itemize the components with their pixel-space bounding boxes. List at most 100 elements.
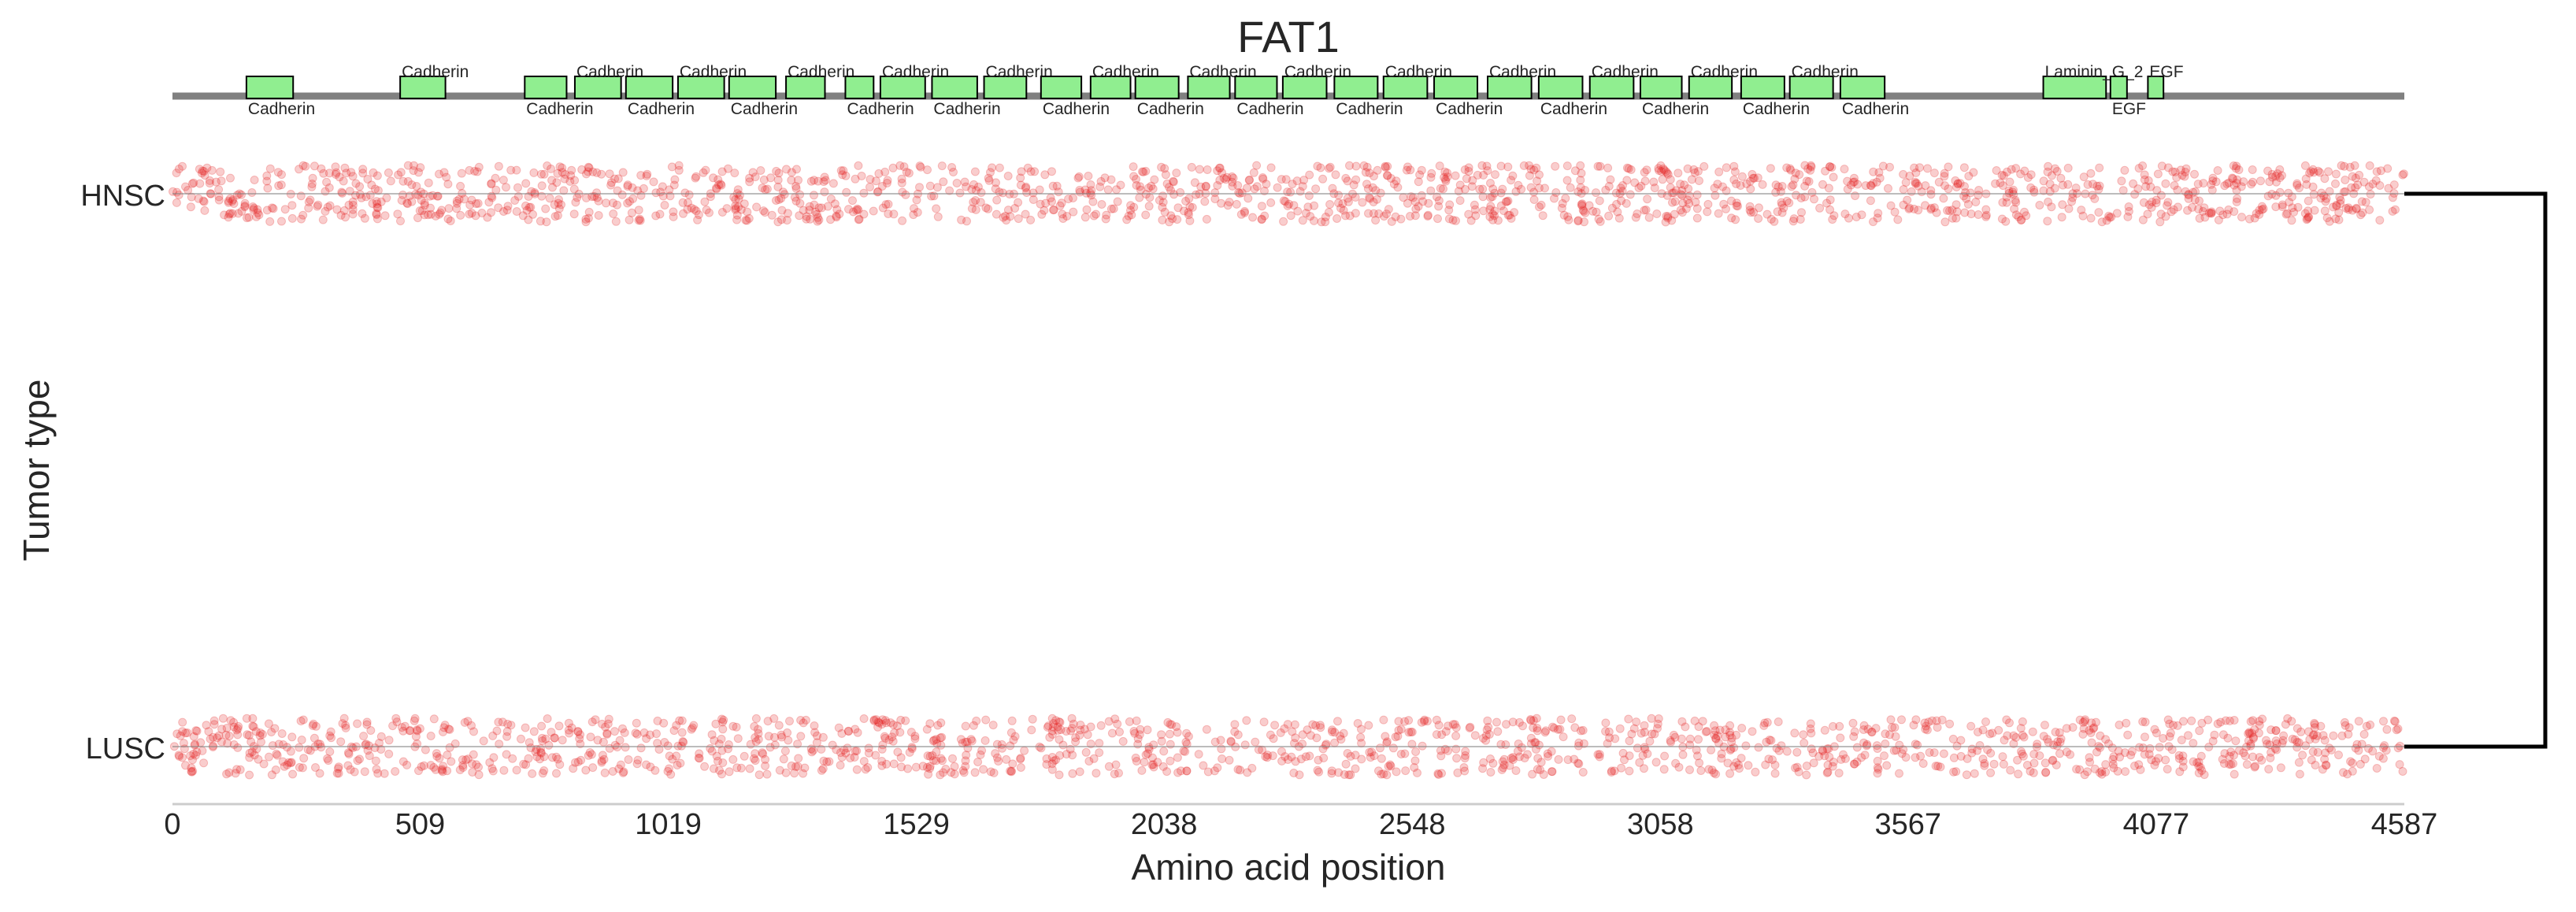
mutation-point xyxy=(2178,171,2187,180)
mutation-point xyxy=(1901,178,1911,187)
mutation-point xyxy=(2026,183,2036,192)
mutation-point xyxy=(458,755,467,765)
mutation-point xyxy=(1607,766,1616,776)
mutation-point xyxy=(672,751,681,761)
domain-label: EGF xyxy=(2149,63,2183,81)
mutation-point xyxy=(854,215,863,224)
mutation-point xyxy=(456,181,465,191)
mutation-point xyxy=(547,753,557,762)
mutation-point xyxy=(524,754,533,763)
mutation-point xyxy=(1677,208,1687,217)
mutation-point xyxy=(1481,731,1491,740)
mutation-point xyxy=(1047,765,1057,774)
mutation-point xyxy=(2311,761,2320,769)
mutation-point xyxy=(1141,750,1151,759)
mutation-point xyxy=(1470,731,1480,740)
mutation-point xyxy=(2204,209,2214,217)
mutation-point xyxy=(1140,758,1149,767)
mutation-point xyxy=(1403,162,1412,172)
mutation-point xyxy=(2143,209,2152,219)
mutation-point xyxy=(1147,760,1157,769)
mutation-point xyxy=(1411,204,1421,213)
mutation-point xyxy=(2029,750,2039,759)
x-tick-label: 2038 xyxy=(1131,808,1198,841)
mutation-point xyxy=(1574,759,1584,769)
mutation-point xyxy=(344,200,354,209)
mutation-point xyxy=(1505,210,1514,220)
mutation-point xyxy=(2161,755,2170,765)
mutation-point xyxy=(554,195,563,204)
mutation-point xyxy=(1847,180,1855,190)
mutation-point xyxy=(871,176,880,186)
mutation-point xyxy=(1160,207,1169,217)
mutation-point xyxy=(2266,753,2275,762)
mutation-point xyxy=(1147,181,1156,191)
mutation-point xyxy=(2371,176,2381,185)
mutation-point xyxy=(910,204,918,213)
mutation-point xyxy=(668,754,677,764)
mutation-point xyxy=(1049,756,1058,766)
mutation-point xyxy=(903,764,913,773)
mutation-point xyxy=(2051,164,2059,173)
mutation-point xyxy=(1344,770,1354,780)
mutation-point xyxy=(225,194,235,203)
mutation-point xyxy=(1501,197,1510,206)
mutation-point xyxy=(216,167,225,176)
mutation-point xyxy=(2197,718,2207,728)
mutation-point xyxy=(896,753,906,762)
mutation-point xyxy=(172,169,181,178)
mutation-point xyxy=(308,721,317,730)
mutation-point xyxy=(373,199,382,209)
x-tick-labels: 0 509 1019 1529 2038 2548 3058 3567 4077 4587 xyxy=(164,808,2437,841)
mutation-point xyxy=(1869,179,1877,188)
mutation-point xyxy=(863,763,873,772)
mutation-point xyxy=(2181,168,2190,176)
mutation-point xyxy=(1725,721,1735,730)
mutation-point xyxy=(598,751,607,760)
mutation-point xyxy=(2308,165,2318,174)
mutation-point xyxy=(758,749,768,758)
mutation-point xyxy=(969,721,978,730)
mutation-point xyxy=(2152,757,2161,766)
mutation-point xyxy=(2169,205,2178,214)
mutation-point xyxy=(1478,764,1488,773)
mutation-point xyxy=(499,766,509,775)
mutation-point xyxy=(994,757,1003,766)
mutation-point xyxy=(1201,182,1210,191)
mutation-point xyxy=(1851,191,1860,201)
mutation-point xyxy=(1284,199,1294,209)
mutation-point xyxy=(1404,728,1414,737)
mutation-point xyxy=(807,747,817,757)
mutation-point xyxy=(1111,760,1121,769)
mutation-point xyxy=(602,198,610,208)
mutation-point xyxy=(2138,215,2148,224)
mutation-point xyxy=(1974,191,1983,200)
mutation-point xyxy=(1677,717,1687,726)
mutation-point xyxy=(702,206,711,214)
mutation-point xyxy=(1622,176,1632,185)
mutation-point xyxy=(2316,721,2326,731)
mutation-point xyxy=(2214,215,2223,224)
mutation-point xyxy=(609,209,618,218)
mutation-point xyxy=(1443,172,1452,182)
mutation-point xyxy=(814,215,824,224)
mutation-point xyxy=(1785,164,1795,173)
mutation-point xyxy=(1601,718,1610,728)
mutation-point xyxy=(1485,212,1495,221)
mutation-point xyxy=(376,732,386,741)
mutation-point xyxy=(317,164,326,173)
mutation-point xyxy=(713,756,722,766)
mutation-point xyxy=(1017,167,1026,176)
mutation-point xyxy=(2368,747,2378,756)
mutation-point xyxy=(2239,748,2248,758)
mutation-point xyxy=(1223,201,1232,210)
mutation-point xyxy=(2014,769,2023,779)
mutation-point xyxy=(325,747,335,756)
mutation-point xyxy=(2398,767,2407,776)
mutation-point xyxy=(1669,730,1678,740)
mutation-point xyxy=(1539,770,1548,779)
mutation-point xyxy=(541,204,550,213)
mutation-point xyxy=(853,728,862,737)
mutation-point xyxy=(790,769,799,778)
